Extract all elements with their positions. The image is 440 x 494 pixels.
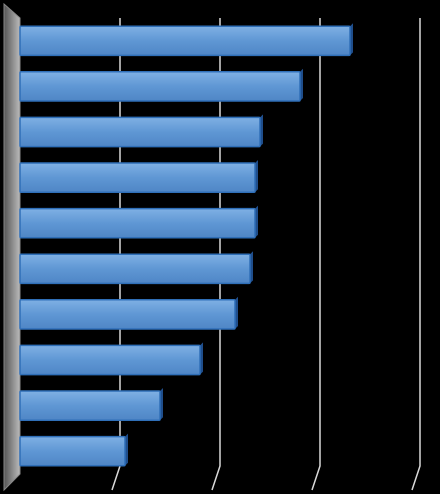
bar	[19, 253, 251, 285]
grid-line	[311, 18, 321, 491]
bar	[19, 162, 256, 193]
bars	[19, 23, 353, 467]
grid-line	[411, 18, 421, 491]
side-wall	[3, 2, 21, 492]
bar	[19, 116, 261, 148]
bar	[19, 25, 351, 57]
bar	[19, 207, 256, 239]
bar	[19, 71, 301, 102]
bar	[19, 390, 161, 421]
bar	[19, 299, 236, 330]
bar	[19, 435, 126, 467]
bar	[19, 344, 201, 376]
